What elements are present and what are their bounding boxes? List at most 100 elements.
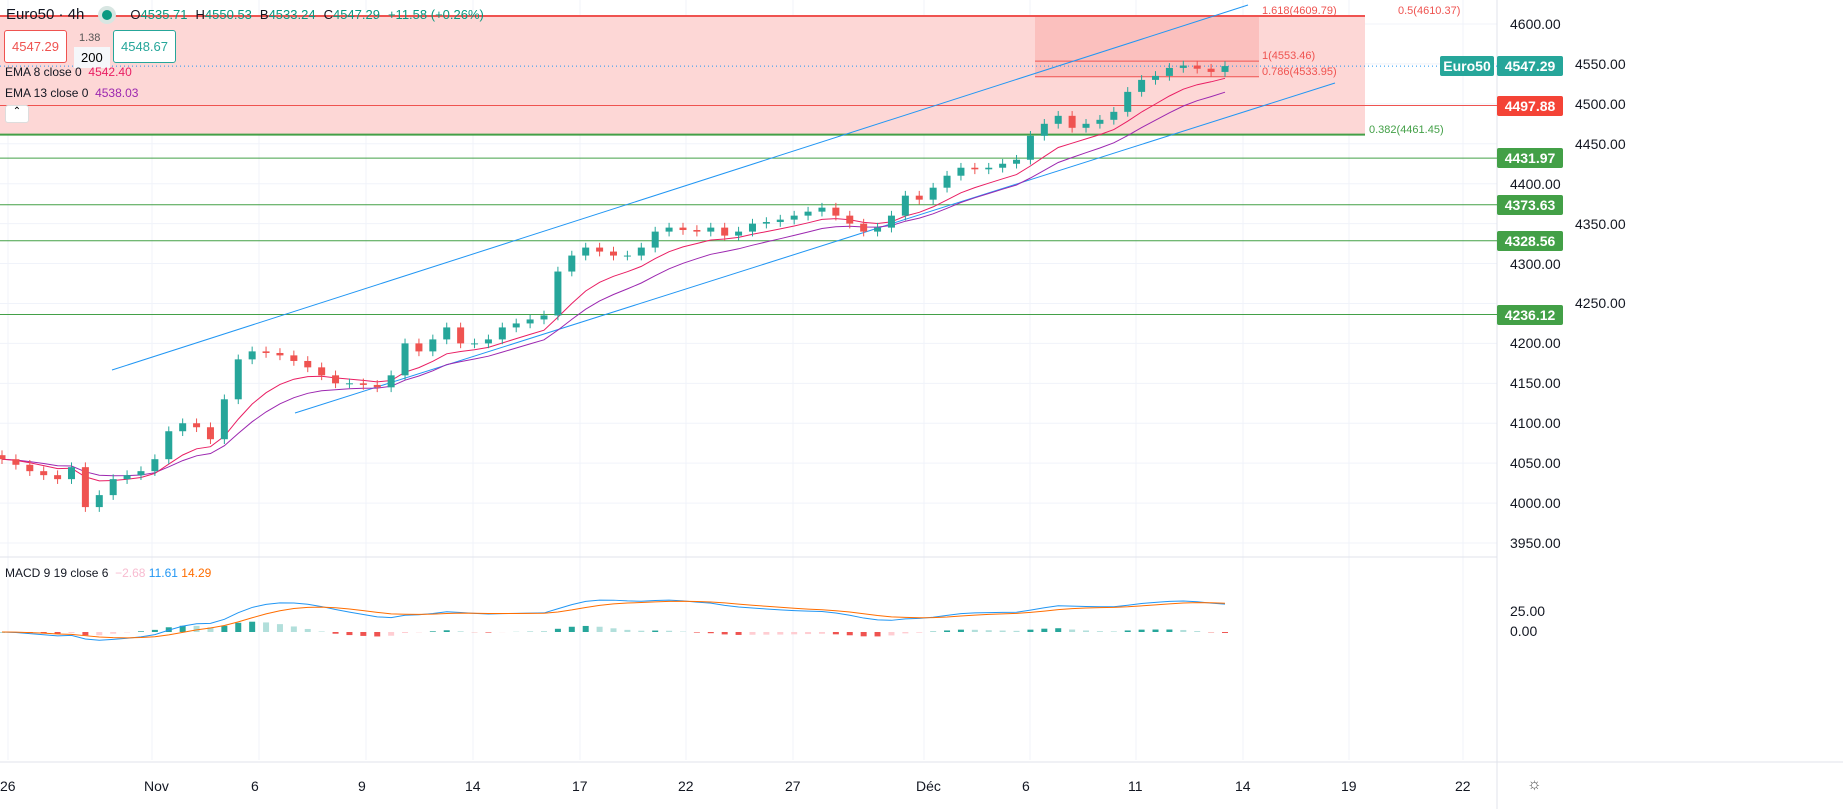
candle-up [818,207,826,212]
symbol-legend: Euro50 · 4h O4535.71 H4550.53 B4533.24 C… [6,6,484,23]
macd-histogram-bar [1096,631,1103,632]
open-label: O [130,7,141,22]
price-tick: 4550.00 [1575,55,1626,72]
close-value: 4547.29 [332,7,380,22]
candle-up [874,227,882,232]
candle-up [137,471,145,476]
macd-histogram-bar [902,632,909,634]
symbol-title[interactable]: Euro50 · 4h [6,6,85,23]
price-tick: 4600.00 [1510,16,1561,32]
macd-histogram-bar [68,632,75,634]
macd-histogram-bar [304,628,311,632]
macd-histogram-bar [805,632,812,635]
candle-up [887,215,895,228]
macd-histogram-bar [137,631,144,632]
date-tick: 6 [1022,778,1030,794]
fib-1618-label: 1.618(4609.79) [1262,5,1337,17]
candle-down [0,455,6,460]
price-tick: 3950.00 [1510,535,1561,552]
candle-up [1040,123,1048,136]
candle-down [40,471,48,476]
candle-up [151,459,159,472]
market-open-icon [102,9,113,20]
collapse-legend-button[interactable]: ⌃ [5,105,29,123]
macd-histogram-bar [749,632,756,635]
macd-histogram-bar [554,628,561,632]
candle-down [276,352,284,356]
macd-histogram-bar [318,631,325,632]
ema8-legend[interactable]: EMA 8 close 0 4542.40 [5,65,132,79]
candle-up [999,163,1007,168]
candle-down [206,427,214,440]
macd-tick: 25.00 [1510,603,1546,619]
macd-histogram-bar [151,629,158,632]
candle-up [401,343,409,376]
macd-histogram-bar [985,630,992,632]
candle-up [554,271,562,316]
candle-up [762,222,770,224]
candle-up [943,175,951,188]
candle-up [109,479,117,496]
macd-legend[interactable]: MACD 9 19 close 6 −2.68 11.61 14.29 [5,566,211,580]
candle-down [304,360,312,368]
macd-histogram-bar [388,632,395,636]
macd-histogram-bar [193,625,200,632]
macd-histogram-bar [1194,631,1201,632]
macd-histogram-bar [1041,628,1048,632]
candle-down [721,227,729,236]
quantity-input[interactable]: 200 [74,47,110,68]
macd-histogram-bar [832,632,839,635]
candle-up [234,359,242,400]
macd-histogram-bar [1013,630,1020,632]
ema13-legend[interactable]: EMA 13 close 0 4538.03 [5,86,138,100]
macd-histogram-bar [944,630,951,632]
level-badge-green: 4236.12 [1497,304,1563,325]
macd-tick: 0.00 [1510,623,1538,639]
macd-histogram-bar [235,622,242,632]
macd-label: MACD 9 19 close 6 [5,566,109,580]
settings-gear-icon[interactable]: ☼ [1527,776,1542,793]
candle-up [484,339,492,344]
candle-up [471,343,479,345]
candle-up [95,495,103,508]
macd-value: 11.61 [148,566,178,580]
ema13-line [1,91,1226,477]
high-label: H [195,7,205,22]
channel-upper [111,4,1249,371]
ema13-value: 4538.03 [95,86,139,100]
candle-down [610,251,617,256]
candle-down [915,195,923,200]
candle-up [123,475,131,480]
macd-histogram-bar [971,629,978,632]
symbol-badge: Euro50 [1440,56,1494,77]
candle-down [81,467,89,508]
date-tick: 22 [1455,778,1471,794]
level-badge-red: 4497.88 [1497,95,1563,116]
sell-button[interactable]: 4547.29 [4,30,67,63]
price-tick: 4300.00 [1510,255,1561,272]
candle-down [318,367,326,376]
candle-down [1068,115,1076,128]
macd-histogram-bar [916,632,923,633]
low-value: 4533.24 [268,7,316,22]
high-value: 4550.53 [204,7,252,22]
macd-signal-value: 14.29 [181,566,212,580]
date-tick: 14 [1235,778,1251,794]
macd-histogram-bar [485,632,492,633]
macd-histogram-bar [1166,629,1173,632]
candle-down [832,207,840,216]
candle-up [776,219,784,223]
candle-up [929,187,937,200]
macd-histogram-bar [346,632,353,636]
macd-histogram-bar [860,632,867,637]
candle-up [957,167,965,176]
macd-histogram-bar [54,632,61,634]
macd-histogram-bar [1222,632,1228,633]
candle-down [262,351,270,353]
macd-histogram-bar [110,632,117,634]
date-tick: 11 [1128,778,1143,794]
buy-button[interactable]: 4548.67 [113,30,176,63]
candle-up [901,195,909,216]
close-label: C [323,7,333,22]
